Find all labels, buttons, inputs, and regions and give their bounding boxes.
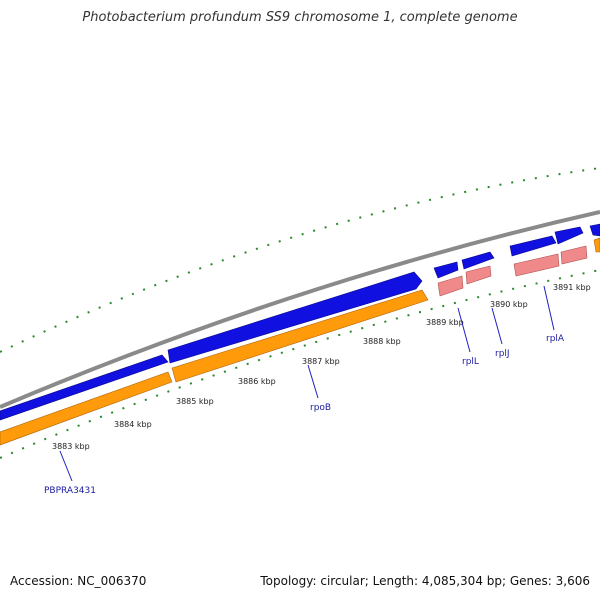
cds-forward-rpll[interactable] [433,261,459,279]
feature-salmon-4[interactable] [560,245,588,265]
label-line-rpll [457,307,471,353]
map-title: Photobacterium profundum SS9 chromosome … [82,10,518,25]
feature-salmon-2[interactable] [465,265,492,285]
label-line-rplj [491,307,503,345]
scale-label: 3891 kbp [553,283,591,292]
cds-forward-partial[interactable] [589,223,600,237]
cds-reverse-partial[interactable] [593,237,600,253]
accession-text: Accession: NC_006370 [10,574,147,588]
cds-forward-1[interactable] [0,354,169,421]
gene-label[interactable]: rplA [546,334,565,344]
label-line-rpob [307,364,319,399]
cds-forward-rplk[interactable] [554,226,584,245]
scale-labels: 3883 kbp 3884 kbp 3885 kbp 3886 kbp 3887… [52,283,591,451]
feature-salmon-1[interactable] [437,275,464,297]
rna-track [437,245,588,297]
label-line-rpla [543,285,555,331]
outer-tick-ring [0,167,600,353]
scale-label: 3889 kbp [426,318,464,327]
cds-forward-rpob[interactable] [167,271,423,364]
gene-label[interactable]: PBPRA3431 [44,486,96,496]
backbone-track [0,210,600,409]
cds-forward-rpla[interactable] [509,235,557,257]
cds-forward-rplj[interactable] [461,251,495,270]
scale-label: 3885 kbp [176,397,214,406]
inner-tick-ring [0,269,600,459]
gene-labels: PBPRA3431 rpoB rplL rplJ rplA [44,334,565,496]
forward-cds-track [0,223,600,421]
scale-label: 3884 kbp [114,420,152,429]
cds-reverse-1[interactable] [0,371,173,446]
reverse-cds-track [0,237,600,446]
cds-reverse-2[interactable] [171,289,429,383]
gene-label[interactable]: rplJ [495,349,510,359]
scale-label: 3886 kbp [238,377,276,386]
scale-label: 3887 kbp [302,357,340,366]
gene-label[interactable]: rplL [462,357,479,367]
genome-stats-text: Topology: circular; Length: 4,085,304 bp… [260,574,590,588]
gene-label-lines [59,285,555,482]
scale-label: 3888 kbp [363,337,401,346]
scale-label: 3883 kbp [52,442,90,451]
gene-label[interactable]: rpoB [310,403,331,413]
feature-salmon-3[interactable] [513,253,560,277]
scale-label: 3890 kbp [490,300,528,309]
label-line-pbpra3431 [59,450,73,482]
